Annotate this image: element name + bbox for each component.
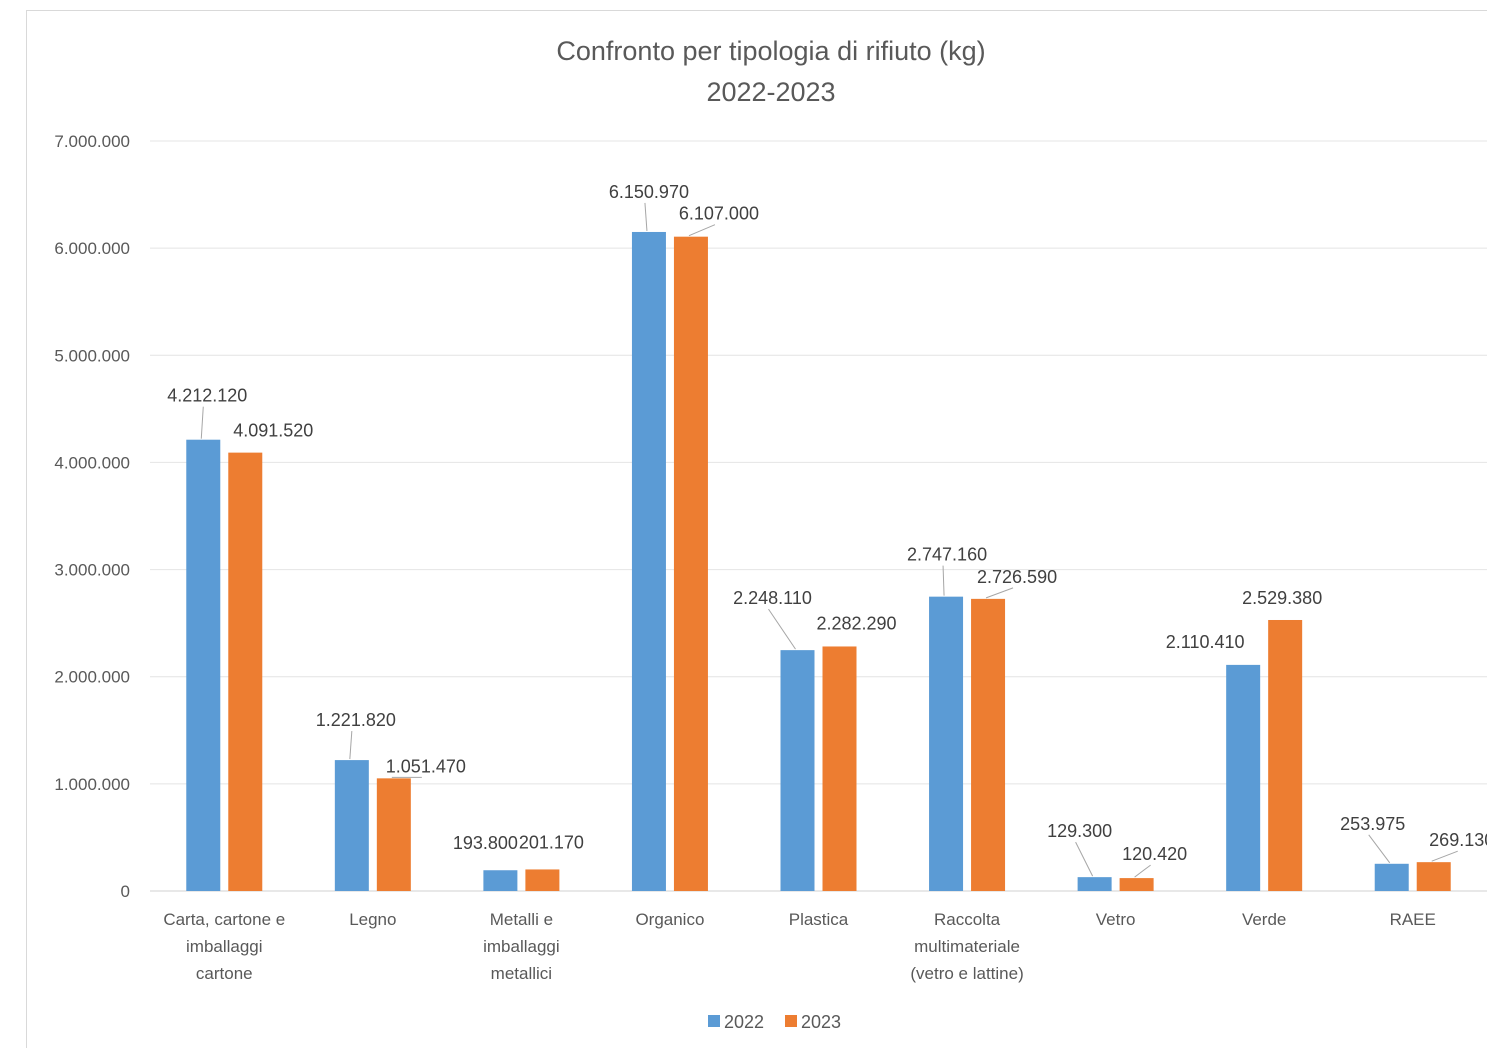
leader-line [688, 224, 716, 237]
bar-2023-6 [1119, 878, 1154, 891]
data-label-2023-8: 269.130 [1429, 830, 1487, 850]
legend-label-2023: 2023 [801, 1012, 841, 1032]
chart-frame [26, 10, 1487, 1048]
chart-subtitle: 2022-2023 [706, 77, 835, 107]
data-label-2023-6: 120.420 [1122, 844, 1187, 864]
y-tick-label: 6.000.000 [54, 239, 130, 258]
data-label-2022-3: 6.150.970 [609, 182, 689, 202]
y-tick-label: 4.000.000 [54, 453, 130, 472]
category-label: RAEE [1390, 910, 1436, 929]
data-label-2022-2: 193.800 [453, 833, 518, 853]
data-label-2022-8: 253.975 [1340, 814, 1405, 834]
data-labels: 4.212.120 4.091.520 1.221.820 1.051.470 193.… [167, 182, 1487, 864]
bar-2022-0 [186, 439, 221, 891]
leader-line [942, 565, 945, 596]
data-label-2023-3: 6.107.000 [679, 204, 759, 224]
data-label-2022-4: 2.248.110 [733, 588, 812, 608]
bar-2022-4 [780, 650, 815, 891]
data-label-2023-2: 201.170 [519, 832, 584, 852]
data-label-2022-0: 4.212.120 [167, 386, 247, 406]
bar-2022-5 [929, 596, 964, 891]
y-tick-label: 1.000.000 [54, 775, 130, 794]
bar-2022-8 [1374, 863, 1409, 891]
bar-2022-3 [631, 231, 666, 891]
data-label-2023-0: 4.091.520 [233, 421, 313, 441]
y-tick-label: 3.000.000 [54, 561, 130, 580]
leader-line [1368, 834, 1391, 864]
data-label-2022-1: 1.221.820 [316, 710, 396, 730]
leader-line [768, 608, 796, 650]
data-label-2022-7: 2.110.410 [1166, 632, 1245, 652]
chart-title: Confronto per tipologia di rifiuto (kg) [556, 36, 985, 66]
bar-2022-2 [483, 870, 518, 891]
leader-line [985, 587, 1014, 599]
category-label: Vetro [1096, 910, 1136, 929]
data-label-2022-6: 129.300 [1047, 821, 1112, 841]
y-tick-label: 7.000.000 [54, 132, 130, 151]
legend: 2022 2023 [708, 1012, 841, 1032]
gridlines [150, 140, 1487, 892]
category-label: Organico [635, 910, 704, 929]
leader-line [1075, 841, 1094, 877]
legend-label-2022: 2022 [724, 1012, 764, 1032]
bar-2023-2 [525, 869, 560, 891]
leader-line [200, 406, 204, 439]
y-tick-label: 5.000.000 [54, 346, 130, 365]
x-axis-categories: Carta, cartone e imballaggi cartone Legno Me… [163, 910, 1436, 983]
data-label-2023-4: 2.282.290 [816, 613, 896, 633]
leader-line [349, 731, 353, 760]
bar-2023-3 [673, 236, 708, 891]
data-label-2023-7: 2.529.380 [1242, 588, 1322, 608]
legend-swatch-2022 [708, 1015, 720, 1027]
leader-line [1431, 850, 1458, 862]
data-label-2023-1: 1.051.470 [386, 756, 466, 776]
bar-2022-7 [1226, 664, 1261, 891]
leader-line [1134, 864, 1151, 878]
category-label: Plastica [789, 910, 849, 929]
bar-2022-1 [334, 760, 369, 891]
bar-2023-0 [228, 452, 263, 891]
category-label: Legno [349, 910, 396, 929]
category-label: Verde [1242, 910, 1286, 929]
bar-2023-1 [376, 778, 411, 891]
y-tick-label: 0 [121, 882, 130, 901]
y-tick-label: 2.000.000 [54, 668, 130, 687]
data-label-2022-5: 2.747.160 [907, 545, 987, 565]
bar-2023-4 [822, 646, 857, 891]
bar-2023-5 [971, 598, 1006, 891]
data-label-2023-5: 2.726.590 [977, 567, 1057, 587]
leader-line [644, 202, 648, 232]
legend-swatch-2023 [785, 1015, 797, 1027]
leader-lines [200, 202, 1458, 878]
y-axis-ticks: 0 1.000.000 2.000.000 3.000.000 4.000.000 5.0… [54, 132, 130, 901]
category-label: Metalli e imballaggi metallici [483, 910, 560, 983]
bars [186, 231, 1451, 891]
bar-2023-8 [1416, 862, 1451, 891]
category-label: Carta, cartone e imballaggi cartone [163, 910, 285, 983]
bar-2022-6 [1077, 877, 1112, 891]
bar-2023-7 [1268, 619, 1303, 891]
category-label: Raccolta multimateriale (vetro e lattine) [910, 910, 1023, 983]
